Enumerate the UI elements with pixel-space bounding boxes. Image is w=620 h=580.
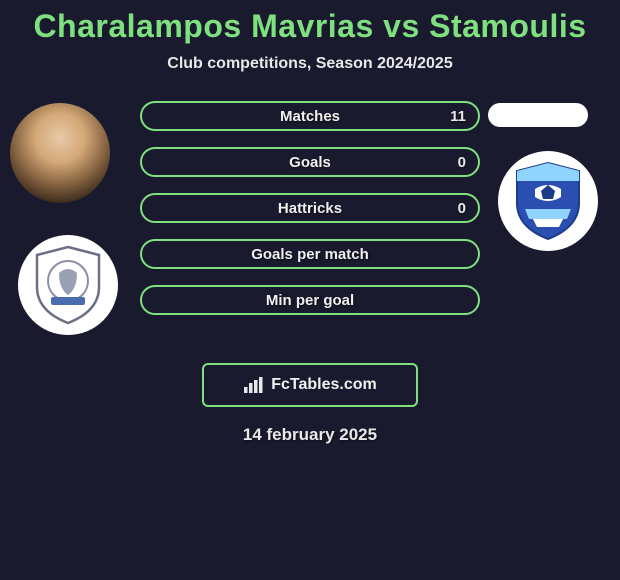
stat-label: Goals per match (142, 246, 478, 263)
stat-label: Goals (142, 154, 478, 171)
stat-row-min-per-goal: Min per goal (140, 285, 480, 315)
player-avatar-right (488, 103, 588, 127)
shield-icon (33, 245, 103, 325)
page-title: Charalampos Mavrias vs Stamoulis (0, 8, 620, 45)
shield-icon (513, 161, 583, 241)
stat-row-matches: Matches 11 (140, 101, 480, 131)
stats-list: Matches 11 Goals 0 Hattricks 0 Goals per… (140, 101, 480, 331)
player-avatar-left (10, 103, 110, 203)
stat-label: Hattricks (142, 200, 478, 217)
club-badge-left (18, 235, 118, 335)
branding-text: FcTables.com (271, 376, 377, 394)
stat-row-goals: Goals 0 (140, 147, 480, 177)
stat-label: Matches (142, 108, 478, 125)
comparison-area: Matches 11 Goals 0 Hattricks 0 Goals per… (0, 101, 620, 351)
bar-chart-icon (243, 376, 265, 394)
club-badge-right (498, 151, 598, 251)
page-subtitle: Club competitions, Season 2024/2025 (0, 55, 620, 73)
stat-row-goals-per-match: Goals per match (140, 239, 480, 269)
stat-label: Min per goal (142, 292, 478, 309)
stat-row-hattricks: Hattricks 0 (140, 193, 480, 223)
branding-box: FcTables.com (202, 363, 418, 407)
root: Charalampos Mavrias vs Stamoulis Club co… (0, 0, 620, 445)
date-text: 14 february 2025 (0, 425, 620, 445)
